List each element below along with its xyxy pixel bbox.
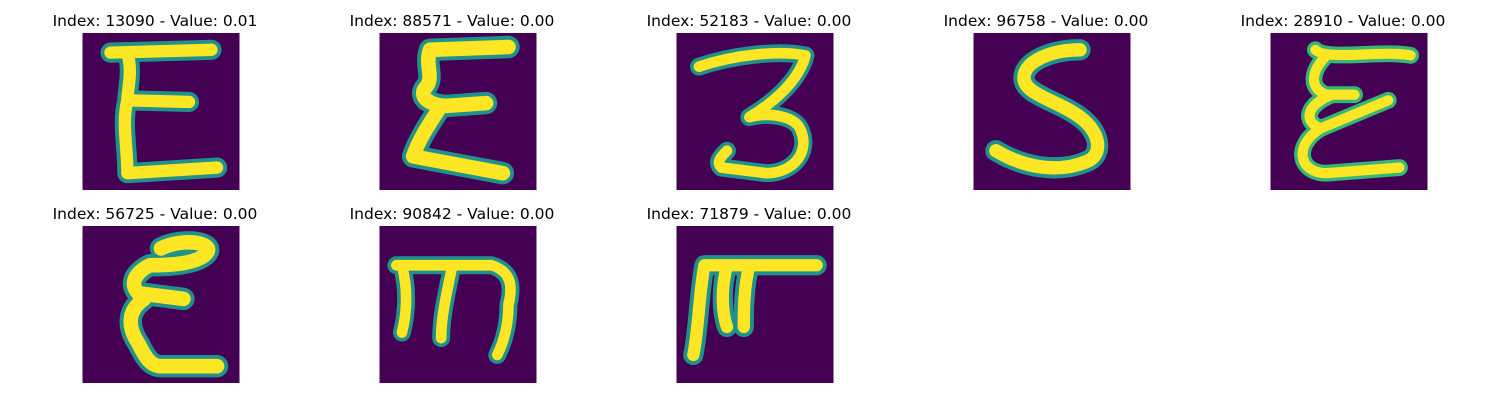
- panel-title: Index: 96758 - Value: 0.00: [943, 12, 1149, 30]
- handwritten-e-icon: [82, 226, 240, 383]
- panel-title: Index: 71879 - Value: 0.00: [646, 205, 852, 223]
- panel-title: Index: 90842 - Value: 0.00: [349, 205, 555, 223]
- handwritten-s-icon: [973, 33, 1131, 190]
- panel-5: Index: 28910 - Value: 0.00: [1193, 11, 1493, 201]
- handwritten-sigma-e-icon: [379, 33, 537, 190]
- handwritten-e-icon: [82, 33, 240, 190]
- panel-6: Index: 56725 - Value: 0.00: [5, 204, 305, 394]
- panel-title: Index: 56725 - Value: 0.00: [52, 205, 258, 223]
- panel-title: Index: 13090 - Value: 0.01: [52, 12, 258, 30]
- panel-title: Index: 52183 - Value: 0.00: [646, 12, 852, 30]
- panel-7: Index: 90842 - Value: 0.00: [302, 204, 602, 394]
- panel-2: Index: 88571 - Value: 0.00: [302, 11, 602, 201]
- panel-8: Index: 71879 - Value: 0.00: [599, 204, 899, 394]
- panel-4: Index: 96758 - Value: 0.00: [896, 11, 1196, 201]
- handwritten-script-e-icon: [1270, 33, 1428, 190]
- handwritten-f-icon: [676, 226, 834, 383]
- handwritten-m-icon: [379, 226, 537, 383]
- panel-3: Index: 52183 - Value: 0.00: [599, 11, 899, 201]
- handwritten-three-icon: [676, 33, 834, 190]
- panel-title: Index: 88571 - Value: 0.00: [349, 12, 555, 30]
- panel-title: Index: 28910 - Value: 0.00: [1240, 12, 1446, 30]
- panel-1: Index: 13090 - Value: 0.01: [5, 11, 305, 201]
